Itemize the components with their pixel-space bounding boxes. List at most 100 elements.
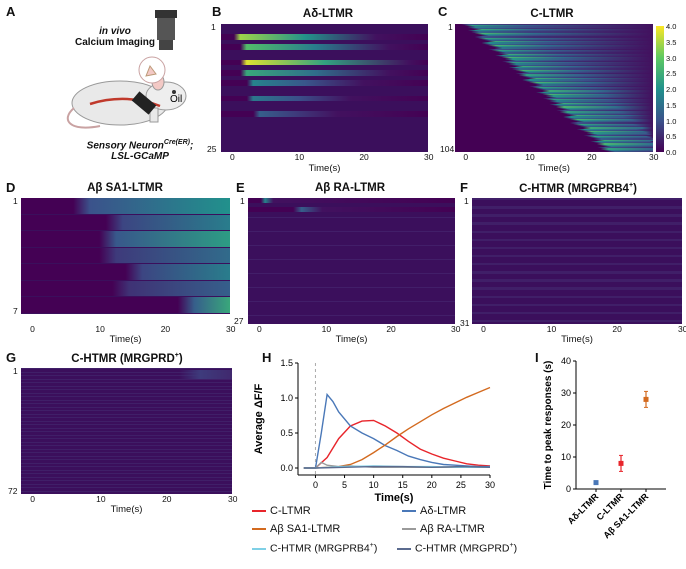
heatmap-row — [455, 118, 653, 121]
panel-b-xlabel: Time(s) — [308, 163, 341, 174]
panel-f-title-text: C-HTMR (MRGPRB4 — [519, 182, 629, 195]
legend-item-mrgprb4: C-HTMR (MRGPRB4+) — [252, 542, 377, 555]
series-line-c_ltmr — [303, 419, 491, 469]
heatmap-row — [455, 126, 653, 128]
heatmap-row — [455, 137, 653, 139]
panel-g-ytick-top: 1 — [13, 366, 18, 376]
heatmap-row — [455, 75, 653, 78]
xtick-label: 10 — [369, 480, 379, 490]
heatmap-row — [248, 198, 455, 203]
heatmap-row — [21, 466, 232, 468]
legend-label-mid: MRGPRD — [462, 542, 510, 555]
legend-label-pre: C-HTMR ( — [415, 542, 463, 555]
heatmap-row — [455, 121, 653, 123]
heatmap-row — [472, 198, 682, 201]
xtick-label: 30 — [485, 480, 495, 490]
panel-c-ytick-bottom: 104 — [440, 144, 455, 154]
heatmap-row — [455, 58, 653, 60]
xtick-label: 30 — [649, 152, 659, 162]
heatmap-row — [455, 56, 653, 58]
heatmap-row — [455, 110, 653, 112]
panel-b-ytick-bottom: 25 — [207, 144, 217, 154]
ytick-label: 40 — [561, 356, 571, 366]
panel-c-title: C-LTMR — [530, 8, 574, 20]
heatmap-row — [472, 303, 682, 307]
heatmap-row — [455, 40, 653, 42]
heatmap-row — [248, 258, 455, 260]
panel-g-title-end: ) — [178, 352, 183, 365]
legend-label-end: ) — [513, 542, 518, 555]
xtick-label: 30 — [678, 324, 686, 334]
heatmap-row — [455, 124, 653, 127]
xtick-label: 0 — [30, 494, 35, 504]
xtick-label: 0 — [256, 324, 262, 334]
panel-d-ytick-top: 1 — [13, 196, 18, 206]
series-line-mrgprd — [303, 465, 491, 469]
heatmap-row — [221, 59, 428, 66]
heatmap-row — [455, 46, 653, 48]
heatmap-row — [455, 120, 653, 122]
xtick-label: 30 — [226, 324, 236, 334]
heatmap-row — [455, 47, 653, 49]
heatmap-row — [455, 84, 653, 86]
heatmap-row — [472, 279, 682, 282]
legend-label: Aβ RA-LTMR — [420, 523, 485, 535]
heatmap-row — [21, 376, 232, 379]
heatmap-row — [472, 319, 682, 323]
panel-d-heatmap — [21, 198, 230, 314]
panel-g-xticks: 0 10 20 30 — [21, 494, 237, 506]
xtick-label: 20 — [359, 152, 369, 162]
heatmap-row — [455, 41, 653, 43]
heatmap-row — [455, 144, 653, 147]
heatmap-row — [248, 286, 455, 288]
heatmap-row — [472, 271, 682, 274]
heatmap-row — [21, 427, 232, 429]
colorbar-tick: 3.5 — [666, 37, 677, 47]
heatmap-row — [472, 246, 682, 250]
heatmap-row — [248, 244, 455, 246]
heatmap-row — [455, 143, 653, 145]
panel-e-xlabel: Time(s) — [335, 334, 368, 345]
panel-b-xticks: 0 10 20 30 — [221, 152, 434, 164]
heatmap-row — [21, 264, 230, 280]
heatmap-row — [455, 127, 653, 129]
xtick-label: 0 — [30, 324, 35, 334]
panel-i-scatter-chart: 0 10 20 30 40 Time to peak responses (s) Aδ-LT… — [543, 356, 666, 540]
heatmap-row — [455, 78, 653, 80]
category-label: Aδ-LTMR — [566, 491, 601, 526]
colorbar-tick: 2.0 — [666, 85, 677, 94]
heatmap-row — [455, 140, 653, 143]
heatmap-row — [455, 88, 653, 90]
heatmap-row — [21, 459, 232, 461]
heatmap-row — [455, 83, 653, 85]
calcium-imaging-label: Calcium Imaging — [74, 37, 155, 48]
heatmap-row — [21, 445, 232, 447]
heatmap-row — [455, 81, 653, 84]
heatmap-row — [455, 67, 653, 69]
genotype-line1-end: ; — [189, 140, 194, 152]
xtick-label: 30 — [451, 324, 461, 334]
panel-g-title-text: C-HTMR (MRGPRD — [71, 352, 175, 365]
heatmap-row — [455, 53, 653, 56]
colorbar-tick: 4.0 — [666, 22, 677, 31]
heatmap-row — [455, 129, 653, 132]
heatmap-row — [21, 424, 232, 426]
heatmap-row — [21, 406, 232, 408]
heatmap-row — [455, 150, 653, 152]
heatmap-row — [472, 263, 682, 266]
panel-e-ytick-top: 1 — [240, 196, 245, 206]
heatmap-row — [21, 483, 232, 485]
heatmap-row — [221, 80, 428, 86]
heatmap-row — [221, 44, 428, 51]
heatmap-row — [455, 72, 653, 74]
heatmap-row — [21, 198, 230, 214]
heatmap-row — [455, 73, 653, 75]
heatmap-row — [21, 417, 232, 419]
data-point — [593, 480, 599, 486]
panel-e-title: Aβ RA-LTMR — [314, 182, 386, 194]
panel-a-caption: in vivo Calcium Imaging — [60, 26, 170, 48]
ytick-label: 1.5 — [280, 358, 293, 368]
panel-d-label: D — [6, 180, 16, 195]
heatmap-row — [455, 74, 653, 76]
colorbar-tick: 0.5 — [666, 132, 677, 142]
